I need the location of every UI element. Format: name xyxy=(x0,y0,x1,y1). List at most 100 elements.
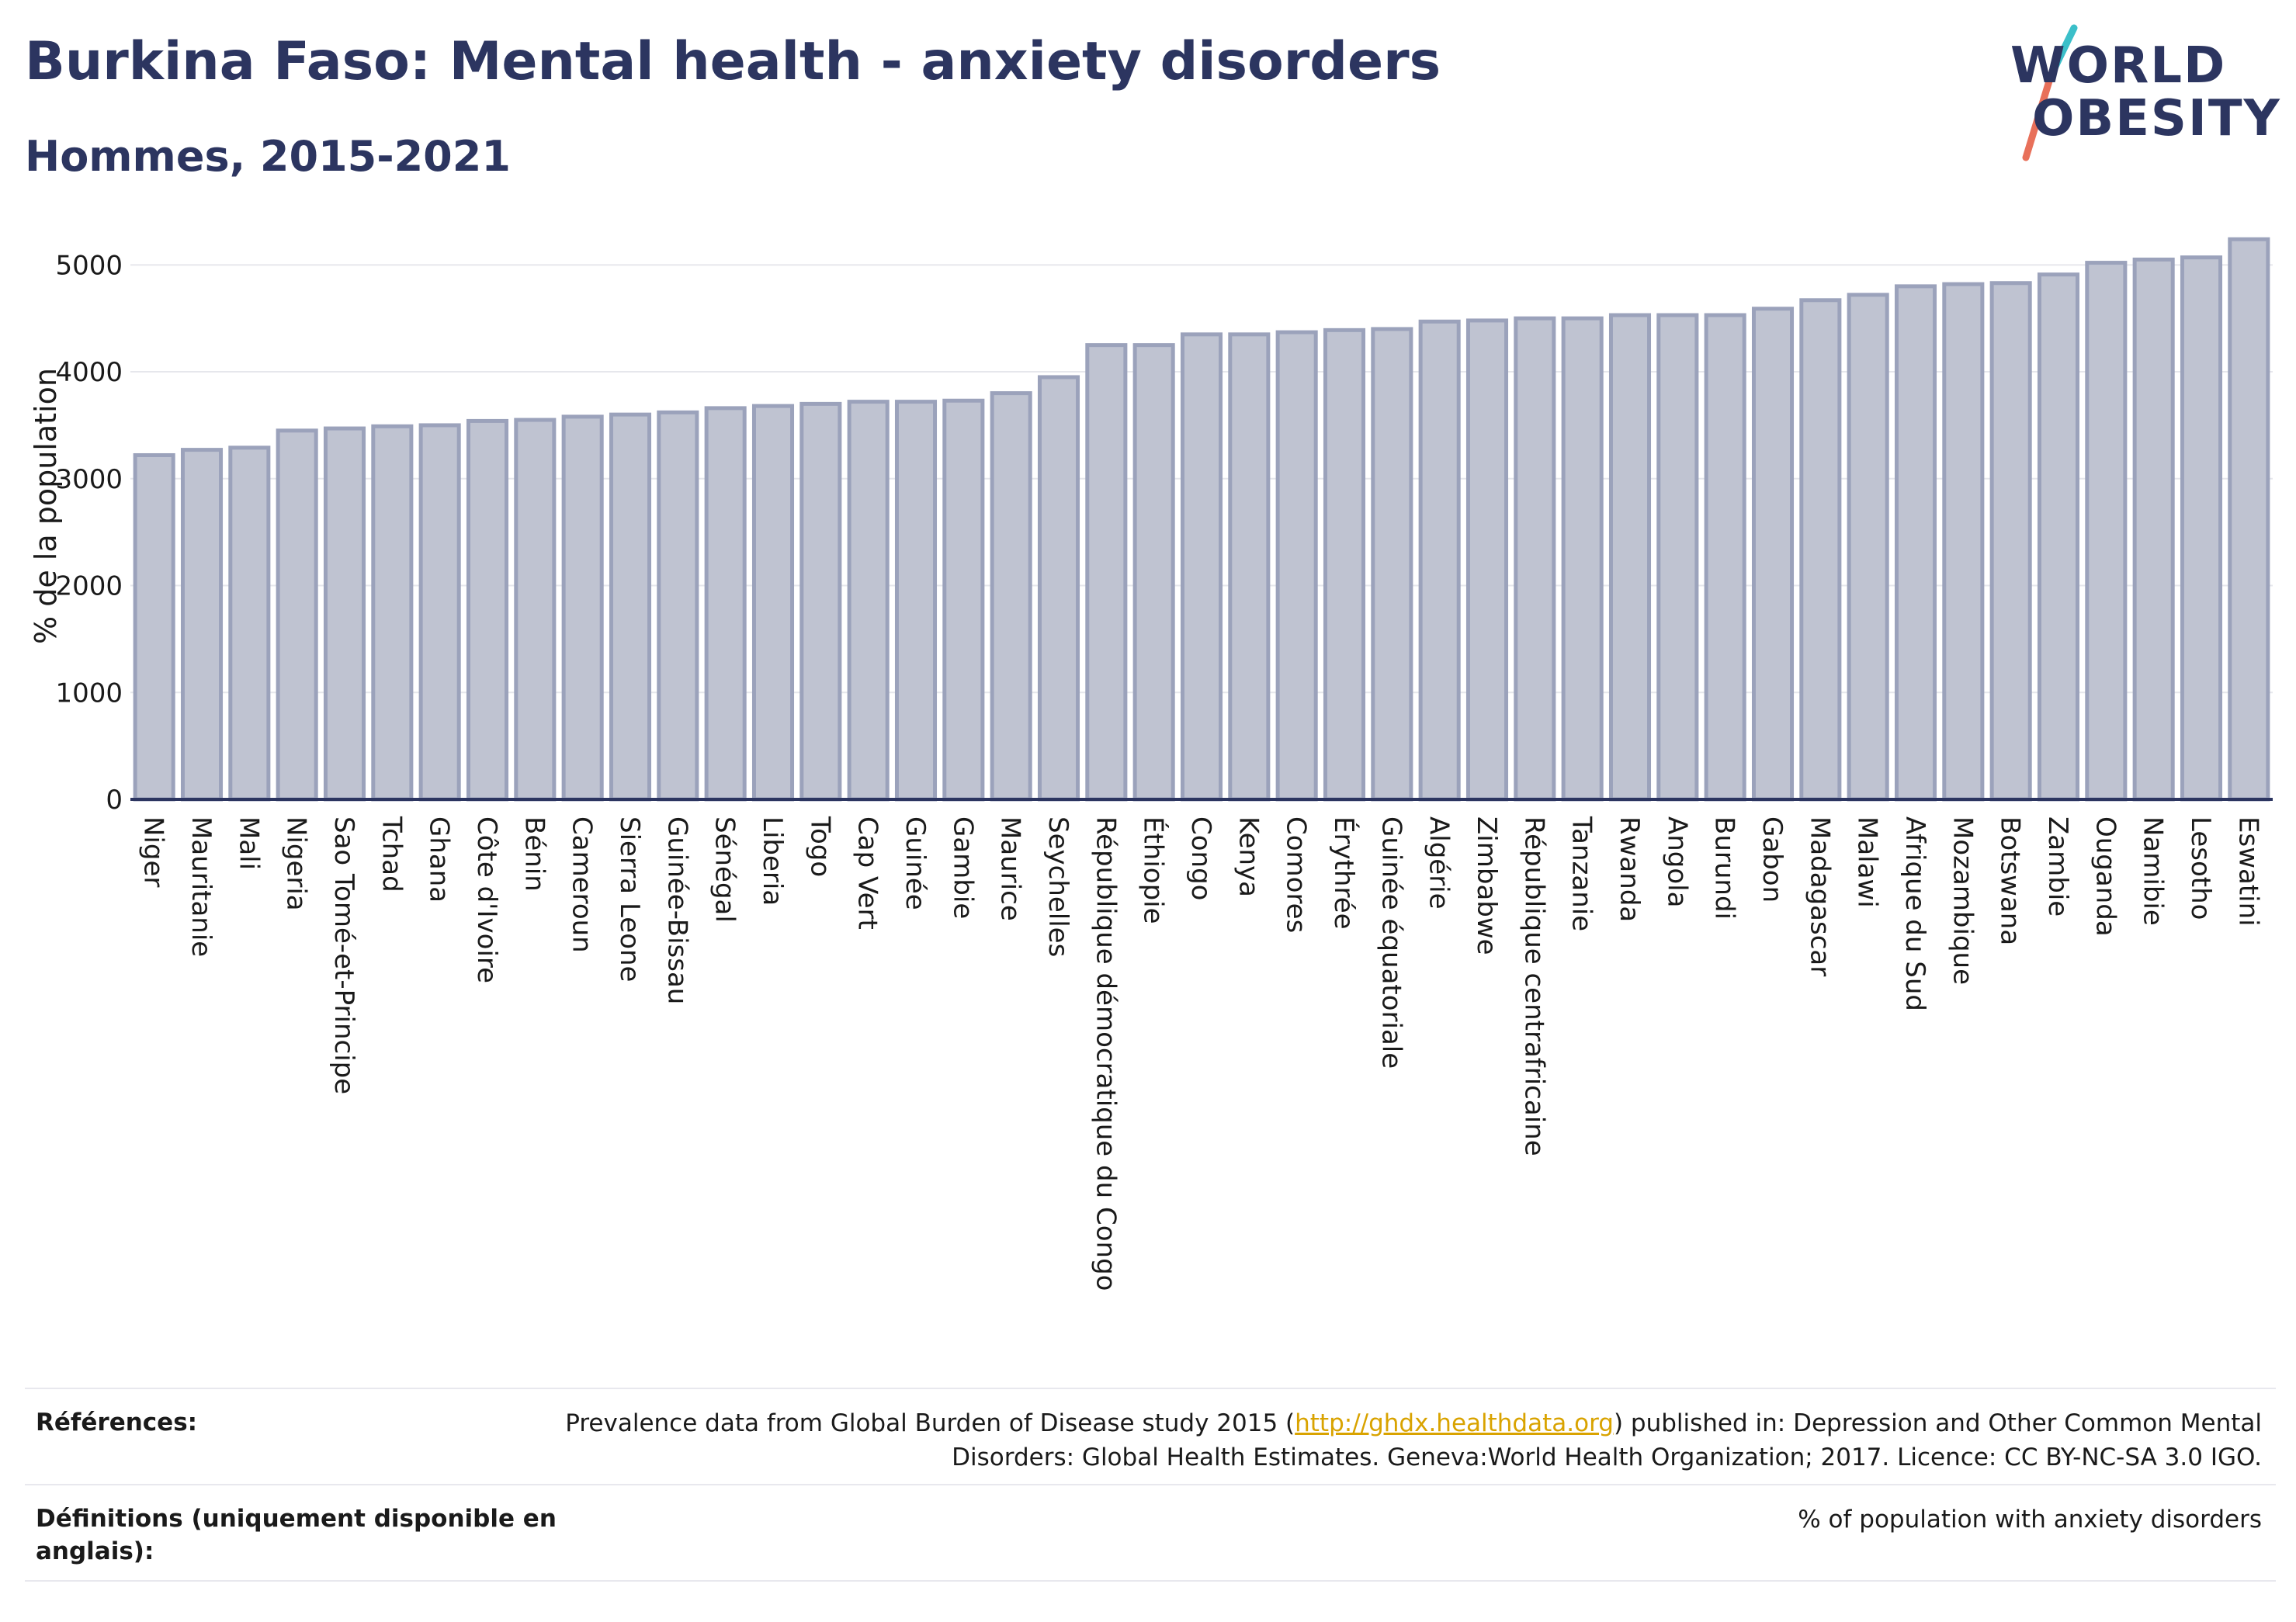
x-tick-label: Érythrée xyxy=(1328,816,1360,930)
x-tick-label: Éthiopie xyxy=(1138,816,1170,924)
x-tick-labels: Niger Mauritanie Mali Nigeria Sao Tomé-et-Pr… xyxy=(138,816,2264,1291)
bar xyxy=(1799,298,1842,802)
x-tick-label: Bénin xyxy=(519,816,550,892)
x-tick-label: Zimbabwe xyxy=(1471,816,1502,955)
x-tick-label: Guinée équatoriale xyxy=(1375,816,1406,1069)
x-tick-label: Mali xyxy=(233,816,264,870)
definitions-text: % of population with anxiety disorders xyxy=(1798,1506,2262,1534)
x-tick-label: Comores xyxy=(1281,816,1312,933)
bar xyxy=(609,412,652,802)
x-tick-label: Angola xyxy=(1661,816,1692,907)
bar xyxy=(323,426,366,802)
x-tick-label: Zambie xyxy=(2042,816,2073,917)
x-tick-label: Sierra Leone xyxy=(614,816,645,982)
x-tick-label: Guinée-Bissau xyxy=(661,816,692,1004)
bar xyxy=(990,391,1032,802)
bar xyxy=(1847,293,1889,802)
bar xyxy=(1228,332,1271,802)
bar xyxy=(1894,284,1937,802)
divider xyxy=(25,1484,2276,1485)
bar xyxy=(1656,313,1699,802)
x-tick-label: Eswatini xyxy=(2232,816,2263,927)
bar xyxy=(180,448,224,802)
bar xyxy=(418,423,461,802)
bar xyxy=(1275,330,1318,802)
x-tick-label: Tanzanie xyxy=(1566,816,1597,931)
y-tick-labels: 0 1000 2000 3000 4000 5000 xyxy=(55,250,123,816)
bar xyxy=(2180,255,2223,802)
bar xyxy=(1132,343,1175,802)
bar xyxy=(1465,318,1509,802)
x-tick-label: Guinée xyxy=(900,816,931,910)
x-tick-label: Sénégal xyxy=(709,816,740,923)
y-tick-label: 3000 xyxy=(55,464,123,495)
bar xyxy=(1323,328,1366,802)
x-tick-label: Maurice xyxy=(995,816,1026,921)
bar xyxy=(466,418,509,802)
references-text: Prevalence data from Global Burden of Di… xyxy=(554,1406,2262,1475)
bar xyxy=(1514,316,1556,802)
x-tick-label: Sao Tomé-et-Principe xyxy=(328,816,359,1094)
bars xyxy=(133,237,2270,802)
bar xyxy=(1561,316,1604,802)
x-tick-label: Botswana xyxy=(1995,816,2026,945)
references-label: Références: xyxy=(36,1409,198,1437)
x-tick-label: Nigeria xyxy=(281,816,312,911)
x-tick-label: Togo xyxy=(804,816,835,877)
bar xyxy=(704,406,747,802)
y-axis-label: % de la population xyxy=(29,368,63,644)
logo-slash-icon xyxy=(2022,24,2078,161)
x-tick-label: Mozambique xyxy=(1947,816,1978,985)
bar xyxy=(1180,332,1223,802)
y-tick-label: 0 xyxy=(106,785,123,816)
references-text-after: ) published in: Depression and Other Com… xyxy=(952,1409,2262,1471)
references-text-before: Prevalence data from Global Burden of Di… xyxy=(565,1409,1295,1437)
y-tick-label: 1000 xyxy=(55,678,123,709)
bar xyxy=(276,428,318,802)
x-tick-label: République démocratique du Congo xyxy=(1090,816,1121,1291)
bar xyxy=(228,445,271,802)
divider xyxy=(25,1388,2276,1389)
x-tick-label: Gabon xyxy=(1757,816,1788,903)
y-tick-label: 2000 xyxy=(55,571,123,602)
x-tick-label: Ghana xyxy=(424,816,455,903)
bar xyxy=(751,404,795,802)
x-tick-label: Ouganda xyxy=(2090,816,2121,937)
bar xyxy=(1037,375,1080,802)
bar xyxy=(799,401,842,802)
x-tick-label: Mauritanie xyxy=(186,816,217,957)
bar xyxy=(657,410,699,802)
bar xyxy=(1085,343,1128,802)
x-tick-label: Tchad xyxy=(376,816,407,892)
bar xyxy=(894,400,938,802)
x-tick-label: Malawi xyxy=(1852,816,1883,908)
y-tick-label: 5000 xyxy=(55,250,123,281)
y-tick-label: 4000 xyxy=(55,357,123,388)
x-tick-label: Cameroun xyxy=(567,816,598,953)
bar xyxy=(514,418,557,802)
x-tick-label: Burundi xyxy=(1709,816,1740,920)
bar xyxy=(2085,261,2128,802)
x-tick-label: Namibie xyxy=(2138,816,2169,926)
bar xyxy=(133,452,175,802)
bar xyxy=(1418,319,1461,802)
world-obesity-logo: WORLD OBESITY xyxy=(2003,22,2282,169)
logo-word-obesity: OBESITY xyxy=(2032,90,2281,147)
x-tick-label: Seychelles xyxy=(1042,816,1073,957)
x-tick-label: Kenya xyxy=(1233,816,1264,897)
bar xyxy=(1751,307,1795,802)
x-tick-label: Lesotho xyxy=(2185,816,2216,920)
x-tick-label: Rwanda xyxy=(1614,816,1645,922)
bar xyxy=(2228,237,2270,802)
definitions-label: Définitions (uniquement disponible en an… xyxy=(36,1505,557,1565)
x-tick-label: Afrique du Sud xyxy=(1899,816,1930,1011)
references-link[interactable]: http://ghdx.healthdata.org xyxy=(1295,1409,1614,1437)
bar xyxy=(371,424,414,802)
x-tick-label: Madagascar xyxy=(1804,816,1835,976)
x-tick-label: Liberia xyxy=(757,816,788,906)
chart-title: Burkina Faso: Mental health - anxiety di… xyxy=(25,31,1441,92)
logo-word-world: WORLD xyxy=(2010,37,2227,95)
x-tick-label: Gambie xyxy=(947,816,978,919)
bar xyxy=(1942,282,1985,802)
bar xyxy=(561,414,604,802)
